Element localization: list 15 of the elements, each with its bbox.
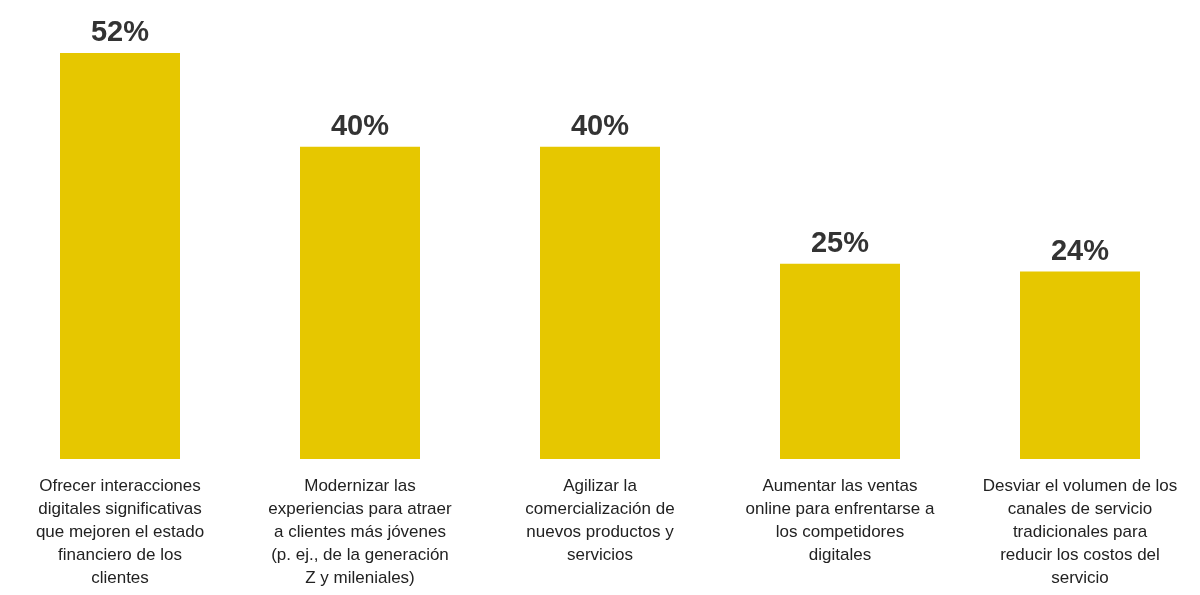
bar xyxy=(1020,271,1140,459)
data-label: 24% xyxy=(1050,233,1110,266)
bar xyxy=(300,146,420,459)
data-label: 40% xyxy=(570,108,630,141)
bar xyxy=(540,146,660,459)
bar xyxy=(780,263,900,459)
data-label: 52% xyxy=(90,15,150,47)
x-tick-label: Agilizar la comercialización de nuevos productos y servicios xyxy=(525,476,675,564)
x-tick-label: Desviar el volumen de los canales de servicio tradicionales para reducir los costos del servicio xyxy=(982,476,1178,587)
x-tick-label: Ofrecer interacciones digitales significativas que mejoren el estado financiero de los clientes xyxy=(35,476,205,587)
bar xyxy=(60,53,180,459)
data-label: 40% xyxy=(330,108,390,141)
x-tick-label: Modernizar las experiencias para atraer a clientes más jóvenes (p. ej., de la generación Z y mileniales) xyxy=(268,476,452,587)
x-tick-label: Aumentar las ventas online para enfrentarse a los competidores digitales xyxy=(745,476,936,564)
data-label: 25% xyxy=(810,225,870,258)
